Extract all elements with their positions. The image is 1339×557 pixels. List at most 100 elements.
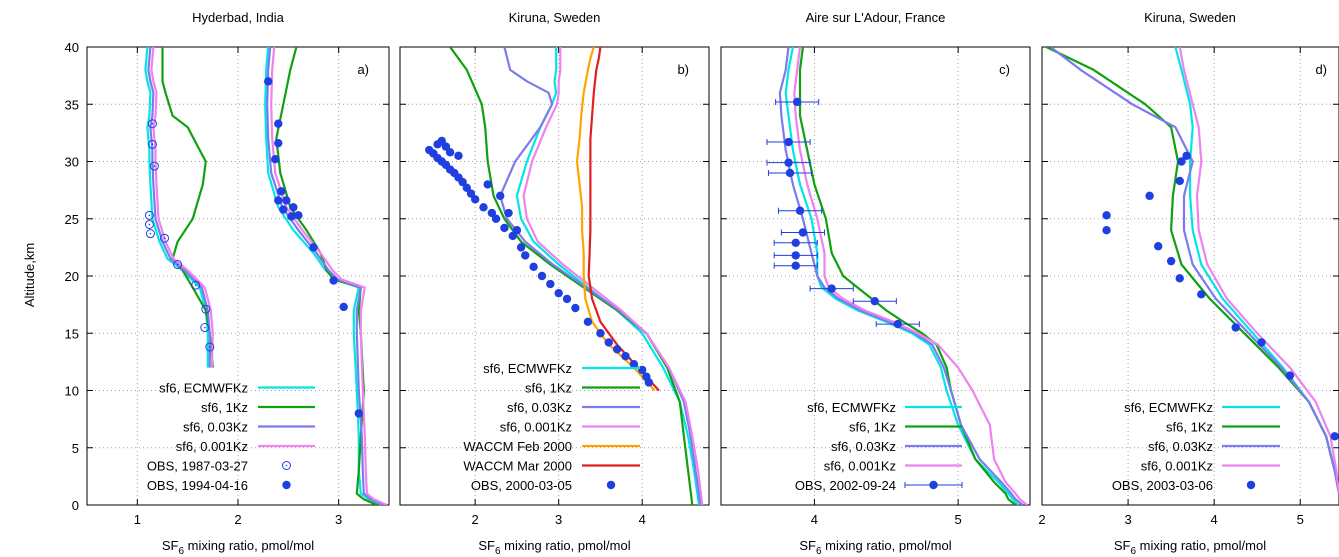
panel-c: 4 5 Aire sur L'Adour, France c) SF6 mixing r…: [720, 10, 1031, 557]
legend-label: sf6, 0.03Kz: [831, 439, 896, 454]
data-point: [529, 262, 538, 272]
data-point: [893, 319, 902, 329]
data-point-center: [151, 143, 154, 146]
series-line-waccm-feb-2000: [575, 47, 656, 392]
x-axis-label-rest: mixing ratio, pmol/mol: [184, 538, 314, 553]
series-line-sf6-1kz: [449, 47, 694, 505]
panel-label: a): [357, 62, 369, 77]
data-point: [583, 317, 593, 326]
data-point: [1154, 242, 1163, 251]
data-point: [287, 212, 296, 221]
legend-label: sf6, 0.001Kz: [1141, 459, 1213, 474]
plot-area: [1045, 47, 1339, 494]
x-tick-label: 4: [1211, 512, 1218, 527]
legend-label: OBS, 2003-03-06: [1112, 478, 1213, 493]
x-tick-label: 5: [955, 512, 962, 527]
data-point: [795, 206, 805, 215]
data-point: [785, 168, 795, 178]
legend-label: sf6, ECMWFKz: [1124, 400, 1213, 415]
data-point: [483, 180, 492, 189]
data-point: [279, 205, 288, 214]
data-point: [147, 119, 157, 129]
data-point: [784, 158, 793, 167]
data-point: [512, 226, 522, 235]
x-axis-label-rest: mixing ratio, pmol/mol: [822, 538, 952, 553]
x-axis-label-subscript: 6: [1131, 546, 1137, 557]
x-axis-label-main: SF: [799, 538, 816, 553]
legend-label: sf6, 0.03Kz: [183, 420, 248, 435]
y-tick-label: 15: [65, 326, 79, 341]
x-tick-label: 2: [234, 512, 241, 527]
data-point-center: [209, 346, 211, 348]
data-point: [274, 138, 283, 148]
data-point: [200, 323, 210, 333]
x-tick-label: 5: [1297, 512, 1304, 527]
legend-label: WACCM Mar 2000: [463, 459, 572, 474]
data-point: [1197, 290, 1206, 299]
data-point: [596, 329, 605, 338]
x-axis-label-subscript: 6: [816, 546, 822, 557]
data-point: [173, 260, 183, 270]
data-point: [621, 351, 630, 361]
data-point: [1102, 211, 1111, 220]
x-axis-label-subscript: 6: [179, 546, 185, 557]
legend-label: sf6, 0.001Kz: [176, 439, 248, 454]
data-point: [454, 151, 463, 160]
legend-label: sf6, 1Kz: [849, 420, 896, 435]
data-point: [827, 284, 836, 293]
data-point: [354, 409, 363, 418]
plot-frame: [399, 46, 710, 506]
x-tick-label: 3: [555, 512, 562, 527]
series-line-sf6-0-001kz: [793, 47, 1028, 505]
data-point: [1182, 151, 1191, 160]
data-point: [516, 243, 526, 252]
data-point: [791, 251, 800, 260]
panel-label: d): [1315, 62, 1327, 77]
panel-a: 0 5 10 15 20 25 30 35 40 1 2 3 Hyderbad, India a) SF6 …: [65, 10, 390, 557]
legend-label: sf6, ECMWFKz: [483, 361, 572, 376]
data-point: [629, 359, 639, 369]
data-point: [1330, 432, 1339, 441]
panel-b: 2 3 4 Kiruna, Sweden b) SF6 mixing ratio, pmo…: [399, 10, 710, 557]
panel-title: Kiruna, Sweden: [1144, 10, 1236, 25]
legend-label: sf6, ECMWFKz: [807, 400, 896, 415]
series-line-sf6-1kz: [798, 47, 1017, 505]
data-point: [149, 161, 159, 171]
x-tick-label: 2: [1038, 512, 1045, 527]
data-point: [201, 304, 211, 314]
data-point: [277, 187, 286, 196]
data-point: [1257, 338, 1266, 347]
panel-label: c): [999, 62, 1010, 77]
data-point-center: [163, 237, 166, 240]
data-point: [496, 191, 505, 201]
data-point-center: [176, 263, 179, 266]
data-point: [274, 119, 283, 128]
x-axis-label: SF6 mixing ratio, pmol/mol: [1114, 538, 1266, 557]
data-point-center: [153, 165, 156, 167]
data-point: [554, 288, 563, 298]
plot-area: [766, 47, 1028, 505]
legend-swatch-center: [285, 464, 288, 467]
x-tick-label: 4: [811, 512, 818, 527]
legend-label: sf6, 0.001Kz: [500, 420, 572, 435]
data-point: [546, 279, 555, 289]
panel-title: Aire sur L'Adour, France: [806, 10, 946, 25]
legend-swatch: [606, 480, 616, 490]
data-point-center: [149, 232, 152, 235]
data-point: [479, 203, 488, 212]
data-point: [870, 296, 879, 306]
data-point: [562, 294, 572, 304]
x-axis-label-main: SF: [162, 538, 179, 553]
data-point: [1166, 256, 1176, 266]
plot-frame: [720, 46, 1031, 506]
x-axis-label-main: SF: [478, 538, 495, 553]
data-point: [147, 139, 157, 149]
data-point: [144, 210, 154, 220]
data-point: [309, 243, 318, 252]
x-tick-label: 4: [639, 512, 646, 527]
data-point: [1177, 157, 1186, 166]
plot-area: [144, 47, 388, 505]
x-axis-label: SF6 mixing ratio, pmol/mol: [162, 538, 314, 557]
data-point: [1175, 176, 1184, 186]
y-tick-label: 30: [65, 155, 79, 170]
